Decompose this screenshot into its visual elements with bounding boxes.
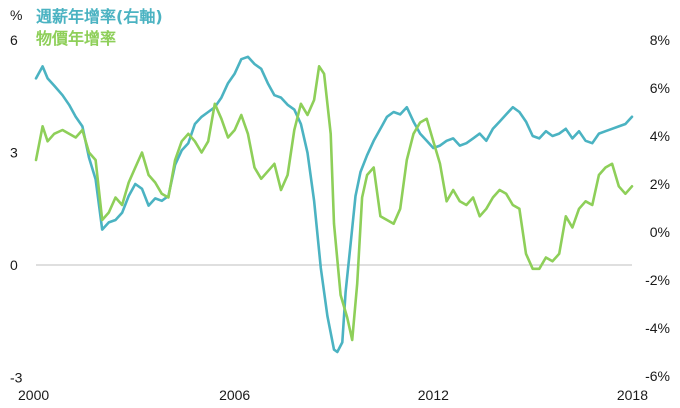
x-tick-label: 2012	[418, 387, 449, 403]
x-tick-label: 2018	[617, 387, 648, 403]
legend-entry-weekly-wage: 週薪年增率(右軸)	[36, 7, 163, 26]
right-tick-label: -2%	[645, 272, 670, 288]
x-axis: 2000 2006 2012 2018	[18, 387, 648, 403]
right-tick-label: 0%	[650, 224, 670, 240]
left-tick-label: -3	[10, 370, 23, 386]
left-tick-label: 0	[10, 257, 18, 273]
plot-area	[34, 55, 634, 354]
left-axis-unit: %	[10, 7, 22, 23]
x-tick-label: 2000	[18, 387, 49, 403]
right-tick-label: 2%	[650, 176, 670, 192]
legend-entry-price: 物價年增率	[36, 29, 116, 48]
left-tick-label: 3	[10, 145, 18, 161]
left-axis: 6 3 0 -3	[10, 32, 23, 386]
series-line-price	[34, 65, 634, 342]
right-tick-label: -4%	[645, 320, 670, 336]
left-tick-label: 6	[10, 32, 18, 48]
right-tick-label: 6%	[650, 80, 670, 96]
right-tick-label: 4%	[650, 128, 670, 144]
right-tick-label: -6%	[645, 368, 670, 384]
series-line-weekly-wage	[34, 55, 634, 354]
right-tick-label: 8%	[650, 32, 670, 48]
x-tick-label: 2006	[219, 387, 250, 403]
right-axis: 8% 6% 4% 2% 0% -2% -4% -6%	[645, 32, 670, 384]
